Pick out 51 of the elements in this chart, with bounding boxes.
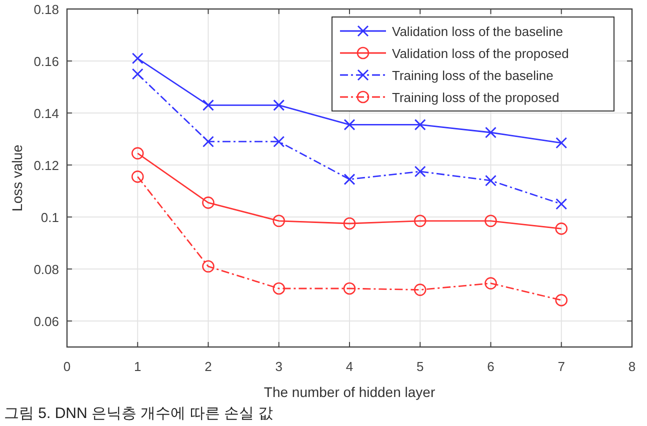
point <box>556 198 568 210</box>
x-axis-title: The number of hidden layer <box>264 384 436 400</box>
x-tick-label: 2 <box>204 359 212 374</box>
point <box>131 147 144 160</box>
point <box>273 99 285 111</box>
point <box>485 126 496 138</box>
point <box>414 284 426 296</box>
y-tick-label: 0.12 <box>34 158 59 173</box>
point <box>132 68 144 80</box>
point <box>272 282 286 295</box>
point <box>343 282 356 295</box>
point <box>414 214 426 228</box>
y-tick-label: 0.16 <box>34 54 59 69</box>
point <box>484 214 497 228</box>
legend-label: Training loss of the proposed <box>392 90 560 105</box>
x-tick-label: 8 <box>628 359 636 374</box>
legend-label: Training loss of the baseline <box>392 68 554 83</box>
y-tick-label: 0.14 <box>34 106 59 121</box>
point <box>202 136 214 148</box>
x-tick-label: 1 <box>134 359 142 374</box>
x-tick-label: 4 <box>346 359 354 374</box>
point <box>414 166 426 178</box>
x-tick-label: 0 <box>63 359 71 374</box>
point <box>131 170 144 183</box>
point <box>485 174 496 186</box>
x-tick-label: 5 <box>416 359 424 374</box>
y-tick-label: 0.08 <box>34 262 59 277</box>
point <box>344 118 356 130</box>
point <box>343 217 356 230</box>
point <box>202 99 214 111</box>
y-tick-label: 0.18 <box>34 2 59 17</box>
point <box>132 52 144 64</box>
legend-label: Validation loss of the proposed <box>392 46 569 61</box>
point <box>555 222 568 235</box>
x-tick-label: 6 <box>487 359 494 374</box>
point <box>202 260 214 273</box>
point <box>272 214 286 228</box>
point <box>202 196 214 209</box>
point <box>484 277 497 290</box>
y-tick-label: 0.06 <box>34 314 59 329</box>
point <box>556 137 568 149</box>
point <box>273 136 285 148</box>
point <box>344 174 356 186</box>
y-tick-label: 0.1 <box>40 210 59 225</box>
legend-label: Validation loss of the baseline <box>392 24 564 39</box>
x-tick-label: 3 <box>275 359 282 374</box>
point <box>555 294 568 306</box>
y-axis-title: Loss value <box>9 144 25 212</box>
caption: 그림 5. DNN 은닉층 개수에 따른 손실 값 <box>4 405 274 422</box>
point <box>414 118 426 130</box>
x-tick-label: 7 <box>558 359 565 374</box>
